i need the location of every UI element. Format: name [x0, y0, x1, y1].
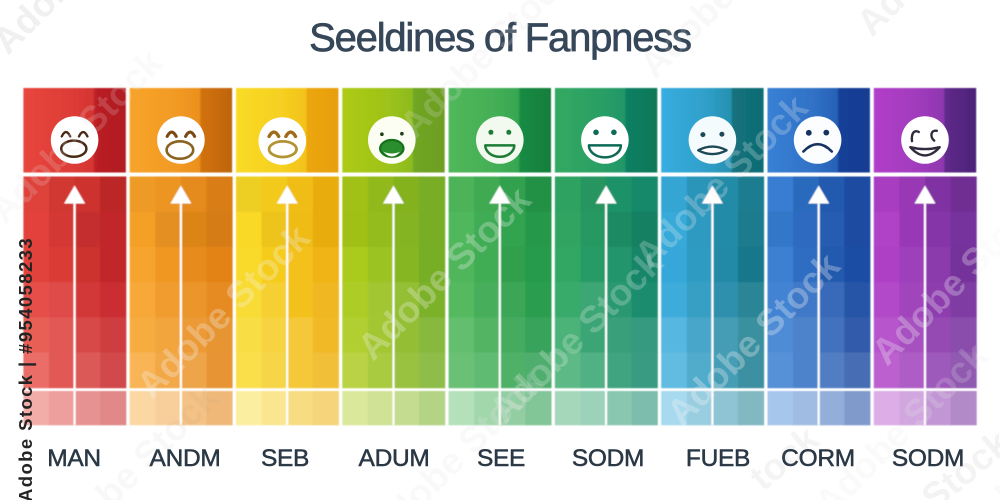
svg-text:Adobe Stock: Adobe Stock [350, 178, 539, 367]
svg-text:Adobe Stock: Adobe Stock [362, 361, 551, 500]
svg-text:Adobe Stock: Adobe Stock [627, 86, 816, 275]
svg-text:Adobe Stock: Adobe Stock [632, 0, 821, 86]
svg-text:Adobe Stock: Adobe Stock [392, 0, 581, 146]
svg-text:Adobe Stock: Adobe Stock [129, 216, 318, 405]
svg-text:Adobe Stock | #954058233: Adobe Stock | #954058233 [15, 237, 36, 500]
svg-text:Adobe Stock: Adobe Stock [849, 0, 1000, 44]
svg-text:Adobe Stock: Adobe Stock [864, 183, 1000, 372]
svg-text:Adobe Stock: Adobe Stock [659, 244, 848, 433]
svg-text:Adobe Stock: Adobe Stock [0, 41, 171, 230]
svg-text:Adobe Stock: Adobe Stock [37, 376, 226, 500]
